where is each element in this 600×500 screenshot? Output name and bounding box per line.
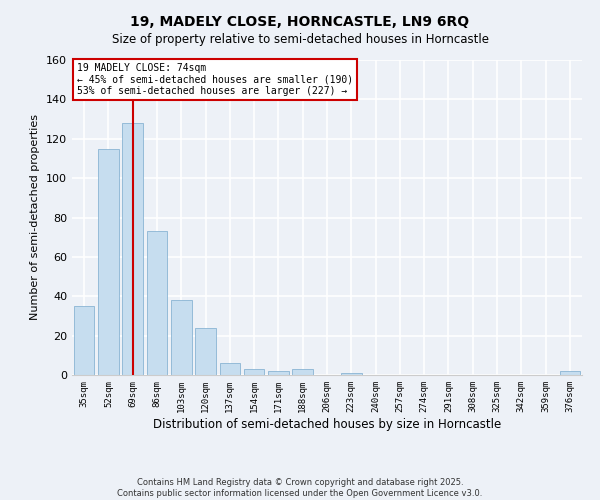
Bar xyxy=(98,148,119,375)
Bar xyxy=(341,373,362,375)
Y-axis label: Number of semi-detached properties: Number of semi-detached properties xyxy=(31,114,40,320)
X-axis label: Distribution of semi-detached houses by size in Horncastle: Distribution of semi-detached houses by … xyxy=(153,418,501,430)
Bar xyxy=(268,371,289,375)
Bar xyxy=(560,371,580,375)
Bar xyxy=(171,300,191,375)
Bar xyxy=(74,306,94,375)
Bar xyxy=(195,328,216,375)
Text: 19, MADELY CLOSE, HORNCASTLE, LN9 6RQ: 19, MADELY CLOSE, HORNCASTLE, LN9 6RQ xyxy=(130,15,470,29)
Bar xyxy=(122,123,143,375)
Text: Contains HM Land Registry data © Crown copyright and database right 2025.
Contai: Contains HM Land Registry data © Crown c… xyxy=(118,478,482,498)
Bar xyxy=(292,369,313,375)
Text: 19 MADELY CLOSE: 74sqm
← 45% of semi-detached houses are smaller (190)
53% of se: 19 MADELY CLOSE: 74sqm ← 45% of semi-det… xyxy=(77,63,353,96)
Bar xyxy=(244,369,265,375)
Text: Size of property relative to semi-detached houses in Horncastle: Size of property relative to semi-detach… xyxy=(112,32,488,46)
Bar xyxy=(220,363,240,375)
Bar xyxy=(146,232,167,375)
